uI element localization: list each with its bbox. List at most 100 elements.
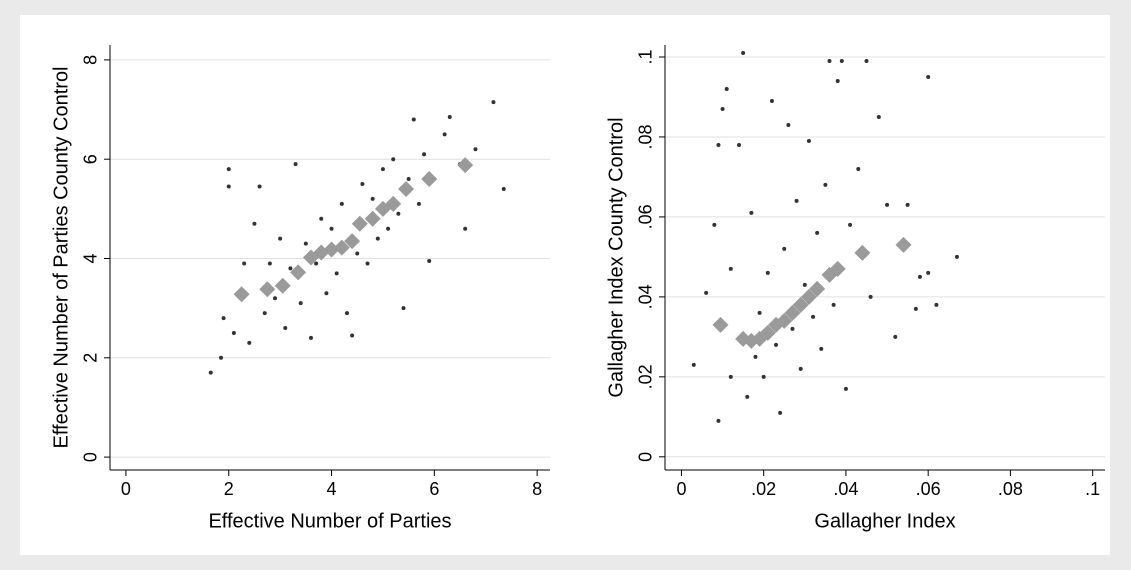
bin-marker <box>344 233 361 250</box>
data-point <box>934 302 939 307</box>
y-tick-label: 6 <box>81 154 101 164</box>
data-point <box>720 106 725 111</box>
y-tick-label: .06 <box>636 204 656 229</box>
data-point <box>411 117 416 122</box>
data-point <box>283 326 288 331</box>
data-point <box>905 202 910 207</box>
bin-marker <box>364 210 381 227</box>
data-point <box>913 306 918 311</box>
bin-marker <box>421 171 438 188</box>
data-point <box>473 147 478 152</box>
data-point <box>827 58 832 63</box>
x-tick-label: 0 <box>676 479 686 499</box>
y-tick-label: 2 <box>81 353 101 363</box>
data-point <box>257 184 262 189</box>
data-point <box>774 342 779 347</box>
data-point <box>917 274 922 279</box>
data-point <box>843 386 848 391</box>
y-tick-label: 0 <box>81 452 101 462</box>
data-point <box>386 226 391 231</box>
data-point <box>314 261 319 266</box>
graph-region <box>20 15 1110 555</box>
data-point <box>839 58 844 63</box>
data-point <box>876 114 881 119</box>
data-point <box>864 58 869 63</box>
data-point <box>798 366 803 371</box>
data-point <box>782 246 787 251</box>
data-point <box>344 311 349 316</box>
x-axis-title: Effective Number of Parties <box>208 510 451 532</box>
y-tick-label: 4 <box>81 253 101 263</box>
x-tick-label: 6 <box>429 479 439 499</box>
data-point <box>823 182 828 187</box>
data-point <box>761 374 766 379</box>
data-point <box>303 241 308 246</box>
bin-marker <box>351 215 368 232</box>
data-point <box>221 316 226 321</box>
data-point <box>422 152 427 157</box>
data-point <box>716 418 721 423</box>
data-point <box>835 78 840 83</box>
bin-marker <box>792 296 809 313</box>
data-point <box>396 211 401 216</box>
data-point <box>757 310 762 315</box>
bin-marker <box>854 244 871 261</box>
y-tick-label: 0 <box>636 452 656 462</box>
data-point <box>226 167 231 172</box>
bin-marker <box>759 324 776 341</box>
x-tick-label: .04 <box>833 479 858 499</box>
data-point <box>360 182 365 187</box>
data-point <box>375 236 380 241</box>
data-point <box>893 334 898 339</box>
bin-marker <box>274 277 291 294</box>
data-point <box>273 296 277 301</box>
bin-marker <box>809 280 826 297</box>
data-point <box>745 394 750 399</box>
data-point <box>293 162 298 167</box>
data-point <box>308 335 313 340</box>
data-point <box>491 100 496 105</box>
y-axis-title: Effective Number of Parties County Contr… <box>50 66 72 448</box>
data-point <box>231 330 236 335</box>
bin-marker <box>800 288 817 305</box>
data-point <box>811 314 816 319</box>
bin-marker <box>776 312 793 329</box>
data-point <box>406 177 411 182</box>
data-point <box>319 216 324 221</box>
data-point <box>741 50 746 55</box>
data-point <box>806 138 811 143</box>
bin-marker <box>712 316 729 333</box>
data-point <box>815 230 820 235</box>
data-point <box>262 311 267 316</box>
bin-marker <box>259 281 276 298</box>
data-point <box>691 362 696 367</box>
data-point <box>288 266 293 271</box>
data-point <box>749 210 754 215</box>
data-point <box>267 261 272 266</box>
x-tick-label: 2 <box>224 479 234 499</box>
data-point <box>724 86 729 91</box>
data-point <box>247 340 252 345</box>
data-point <box>868 294 873 299</box>
data-point <box>355 251 360 256</box>
bin-marker <box>233 286 250 303</box>
data-point <box>252 221 257 226</box>
data-point <box>242 261 247 266</box>
bin-marker <box>829 260 846 277</box>
data-point <box>802 282 807 287</box>
x-tick-label: .06 <box>916 479 941 499</box>
data-point <box>226 184 231 189</box>
x-axis-title: Gallagher Index <box>814 510 955 532</box>
data-point <box>753 354 758 359</box>
data-point <box>954 254 959 259</box>
x-tick-label: .1 <box>1085 479 1100 499</box>
bin-marker <box>895 236 912 253</box>
data-point <box>885 202 890 207</box>
data-point <box>794 198 799 203</box>
data-point <box>848 222 853 227</box>
data-point <box>380 167 385 172</box>
bin-marker <box>385 195 402 212</box>
bin-marker <box>323 241 340 258</box>
data-point <box>298 301 303 306</box>
